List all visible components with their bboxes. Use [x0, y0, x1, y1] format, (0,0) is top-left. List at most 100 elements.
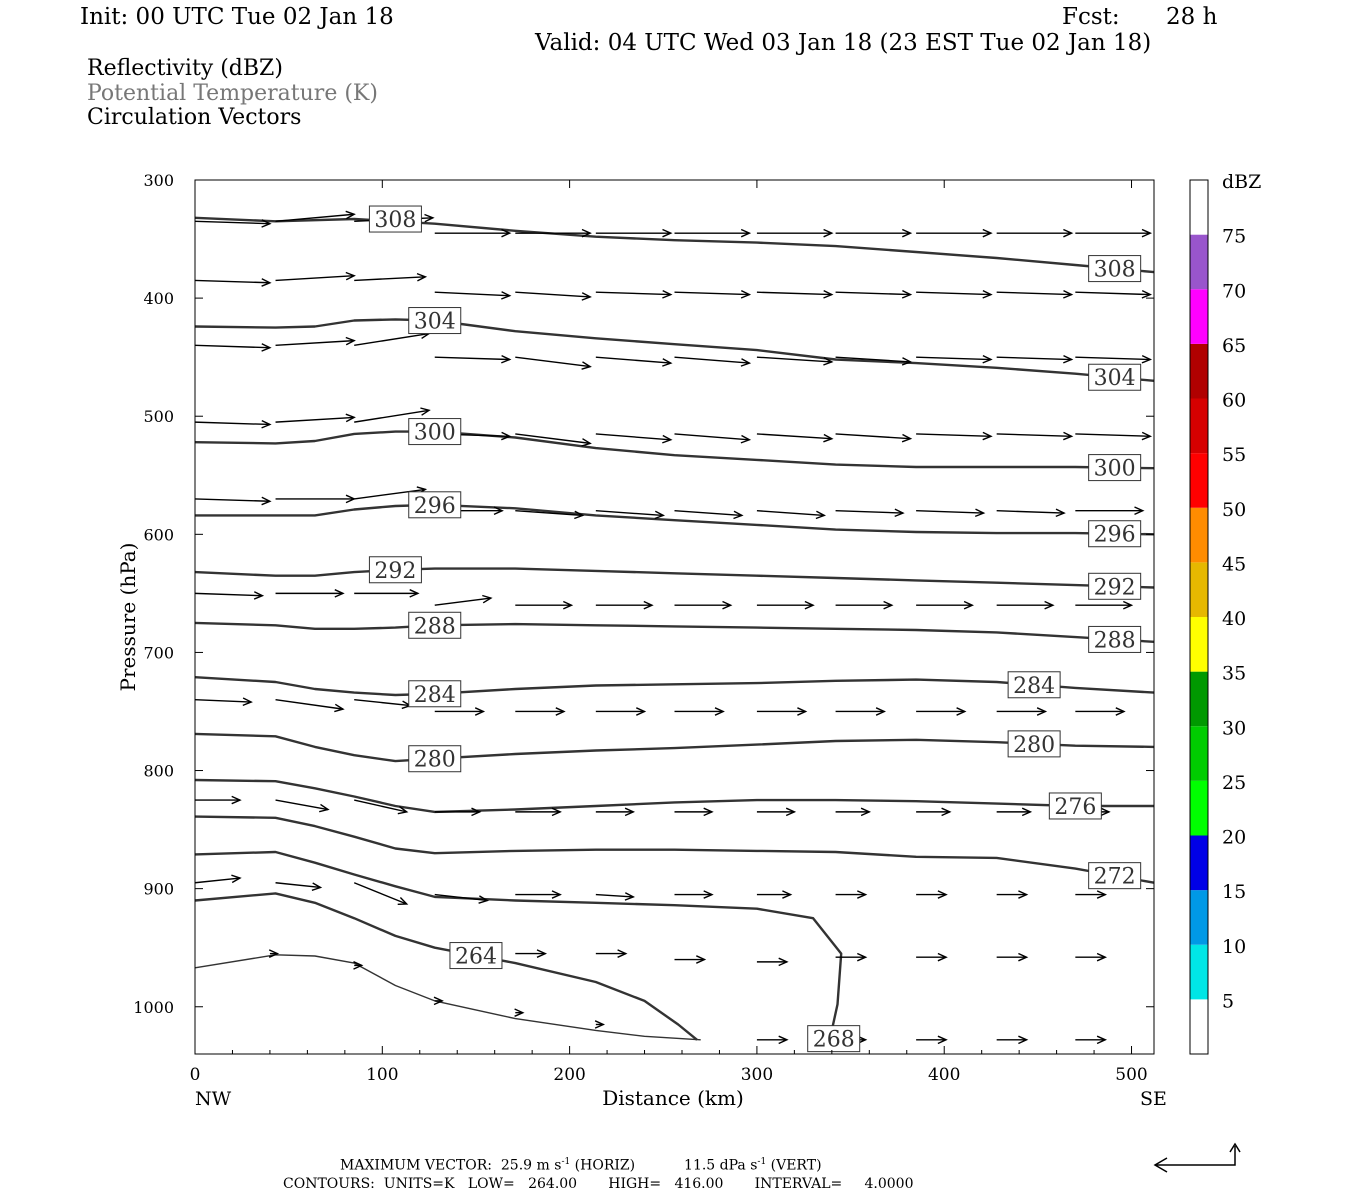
vector-head — [231, 874, 242, 884]
vector-head — [581, 228, 592, 238]
colorbar-level-label: 70 — [1222, 280, 1246, 302]
vector-head — [740, 228, 752, 238]
vector-shaft — [275, 339, 355, 347]
isentrope-label-text: 300 — [1094, 457, 1136, 482]
vector-head — [703, 807, 714, 817]
vector-head — [501, 354, 512, 364]
vector-head — [409, 589, 420, 598]
legend-potential-temperature: Potential Temperature (K) — [87, 81, 378, 106]
vector-shaft — [916, 356, 992, 361]
vector-shaft — [756, 356, 832, 363]
colorbar-segment — [1190, 507, 1208, 563]
isentrope-292 — [194, 567, 1155, 589]
vector-head — [397, 805, 409, 815]
vector-head — [501, 431, 512, 441]
colorbar-segment — [1190, 234, 1208, 290]
vector-head — [617, 949, 628, 958]
vector-head — [261, 343, 272, 352]
vector-head — [514, 1008, 525, 1017]
circulation-vector — [194, 697, 253, 707]
colorbar-segment — [1190, 398, 1208, 454]
vector-shaft — [756, 291, 832, 296]
y-tick-label: 400 — [143, 289, 174, 308]
vector-head — [937, 890, 948, 899]
colorbar-level-label: 60 — [1222, 390, 1246, 412]
circulation-vector — [594, 1020, 606, 1029]
vector-shaft — [275, 799, 329, 811]
circulation-vector — [916, 508, 986, 518]
vector-head — [902, 228, 913, 238]
vector-shaft — [595, 433, 671, 441]
vector-head — [624, 807, 636, 817]
vector-head — [1096, 890, 1108, 899]
isentrope-label-284: 284 — [408, 680, 462, 708]
vector-head — [1134, 506, 1145, 516]
init-time: Init: 00 UTC Tue 02 Jan 18 — [80, 4, 394, 30]
circulation-vector — [515, 949, 548, 958]
isentrope-label-text: 304 — [1094, 366, 1136, 391]
colorbar-segment — [1190, 289, 1208, 344]
vector-head — [740, 289, 752, 299]
vector-head — [857, 952, 868, 962]
isentrope-label-text: 272 — [1094, 865, 1136, 890]
vector-head — [624, 892, 635, 901]
circulation-vector — [835, 600, 894, 610]
circulation-vector — [996, 952, 1029, 962]
isentrope-308 — [194, 216, 1155, 274]
vector-shaft — [916, 433, 992, 437]
circulation-vector — [835, 707, 887, 716]
circulation-vector — [275, 799, 330, 813]
x-tick-label: 100 — [366, 1065, 398, 1085]
circulation-vector — [515, 707, 566, 716]
isentrope-268 — [194, 850, 843, 1031]
circulation-vector — [595, 433, 673, 444]
vector-head — [782, 890, 793, 899]
colorbar-level-label: 75 — [1222, 226, 1246, 248]
circulation-vector — [996, 431, 1074, 441]
circulation-vector — [916, 228, 993, 238]
circulation-vector — [595, 892, 635, 901]
isentrope-labels: 308 308 304 304 300 300 296 296 292 292 288 288 284 2… — [368, 205, 1142, 1053]
circulation-vector — [194, 591, 265, 600]
vector-shaft — [916, 291, 992, 296]
vector-shaft — [756, 433, 832, 440]
vector-shaft — [756, 510, 825, 517]
isentrope-label-text: 268 — [813, 1028, 855, 1053]
vector-shaft — [354, 409, 430, 423]
vector-head — [1063, 289, 1074, 299]
vector-head — [1063, 228, 1074, 238]
isentrope-label-text: 284 — [1013, 674, 1055, 699]
circulation-vector — [996, 807, 1033, 817]
isentrope-label-text: 308 — [374, 208, 416, 233]
vector-head — [901, 289, 913, 299]
isentrope-label-308: 308 — [1088, 255, 1142, 283]
vector-head — [334, 589, 345, 598]
circulation-vector — [996, 890, 1029, 899]
vector-shaft — [354, 276, 426, 282]
vector-shaft — [353, 882, 407, 905]
y-tick-label: 800 — [143, 762, 174, 781]
colorbar-frame — [1189, 179, 1209, 1055]
vector-head — [345, 210, 356, 220]
vector-head — [1100, 807, 1111, 817]
isentrope-label-308: 308 — [368, 205, 422, 233]
vector-head — [397, 897, 409, 905]
isentrope-label-288: 288 — [408, 611, 462, 639]
isentrope-label-box — [1088, 572, 1142, 600]
circulation-vector — [275, 413, 356, 423]
vector-shaft — [996, 510, 1065, 514]
vector-shaft — [194, 220, 270, 225]
circulation-vector — [835, 508, 905, 518]
circulation-vector — [756, 957, 789, 967]
vector-head — [555, 707, 566, 716]
vector-head — [982, 228, 993, 238]
circulation-vector — [595, 356, 673, 367]
circulation-vector — [1075, 600, 1134, 610]
isentrope-label-box — [1088, 862, 1142, 890]
vector-shaft — [354, 488, 426, 500]
vector-shaft — [354, 698, 411, 707]
vector-head — [501, 291, 512, 300]
vector-shaft — [354, 332, 430, 347]
vector-head — [345, 413, 356, 423]
